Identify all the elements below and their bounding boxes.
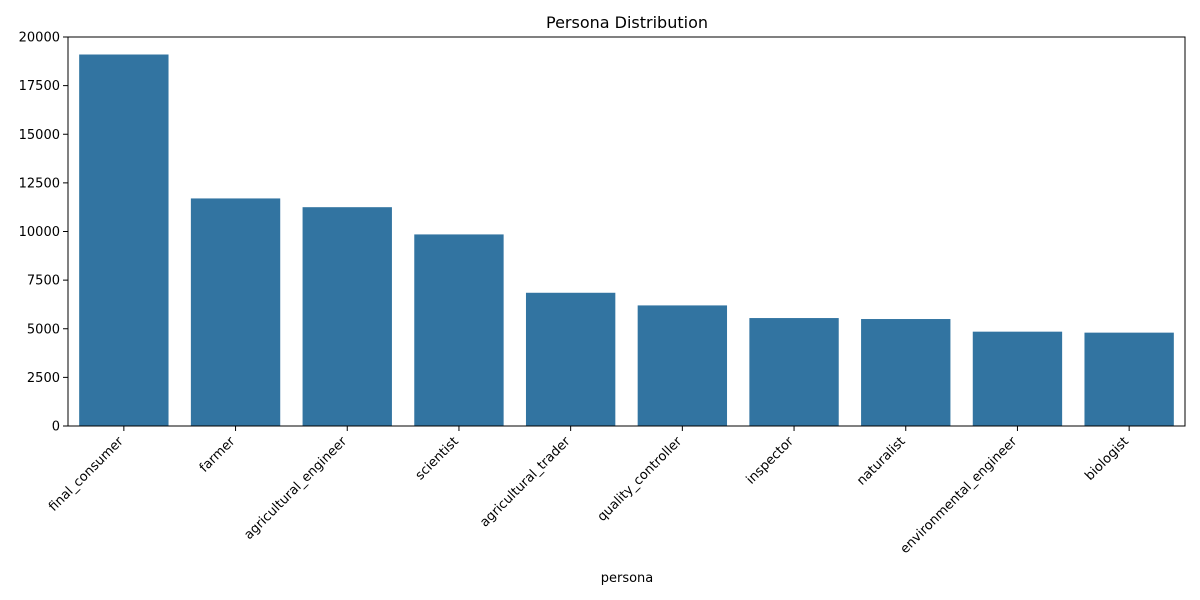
bar-agricultural-trader — [525, 292, 616, 426]
y-tick-label: 7500 — [27, 274, 60, 289]
x-tick-label: final_consumer — [46, 434, 127, 515]
bar-biologist — [1084, 332, 1174, 426]
y-tick-label: 20000 — [19, 31, 60, 46]
plot-frame — [67, 36, 1186, 427]
x-tick-label: biologist — [1082, 434, 1132, 484]
x-tick-label: farmer — [197, 434, 239, 476]
x-tick-label: agricultural_trader — [477, 434, 574, 531]
bar-agricultural-engineer — [302, 207, 392, 426]
bar-farmer — [190, 198, 281, 426]
bar-final-consumer — [79, 54, 169, 426]
y-tick-label: 15000 — [19, 128, 60, 143]
bar-quality-controller — [637, 305, 728, 426]
x-tick-label: inspector — [744, 434, 798, 488]
bar-environmental-engineer — [972, 331, 1063, 426]
x-tick-label: environmental_engineer — [898, 434, 1021, 557]
x-tick-label: naturalist — [854, 434, 908, 488]
bar-inspector — [749, 318, 839, 426]
y-tick-label: 0 — [52, 420, 60, 435]
x-axis-label: persona — [601, 571, 654, 586]
y-tick-label: 5000 — [27, 322, 60, 337]
chart-title: Persona Distribution — [546, 13, 708, 32]
bar-scientist — [414, 234, 504, 426]
x-tick-label: scientist — [413, 434, 462, 483]
y-tick-label: 12500 — [19, 176, 60, 191]
x-tick-label: agricultural_engineer — [241, 434, 350, 543]
y-tick-label: 17500 — [19, 79, 60, 94]
y-tick-label: 10000 — [19, 225, 60, 240]
y-tick-label: 2500 — [27, 371, 60, 386]
bar-naturalist — [861, 319, 951, 426]
x-tick-label: quality_controller — [595, 434, 686, 525]
